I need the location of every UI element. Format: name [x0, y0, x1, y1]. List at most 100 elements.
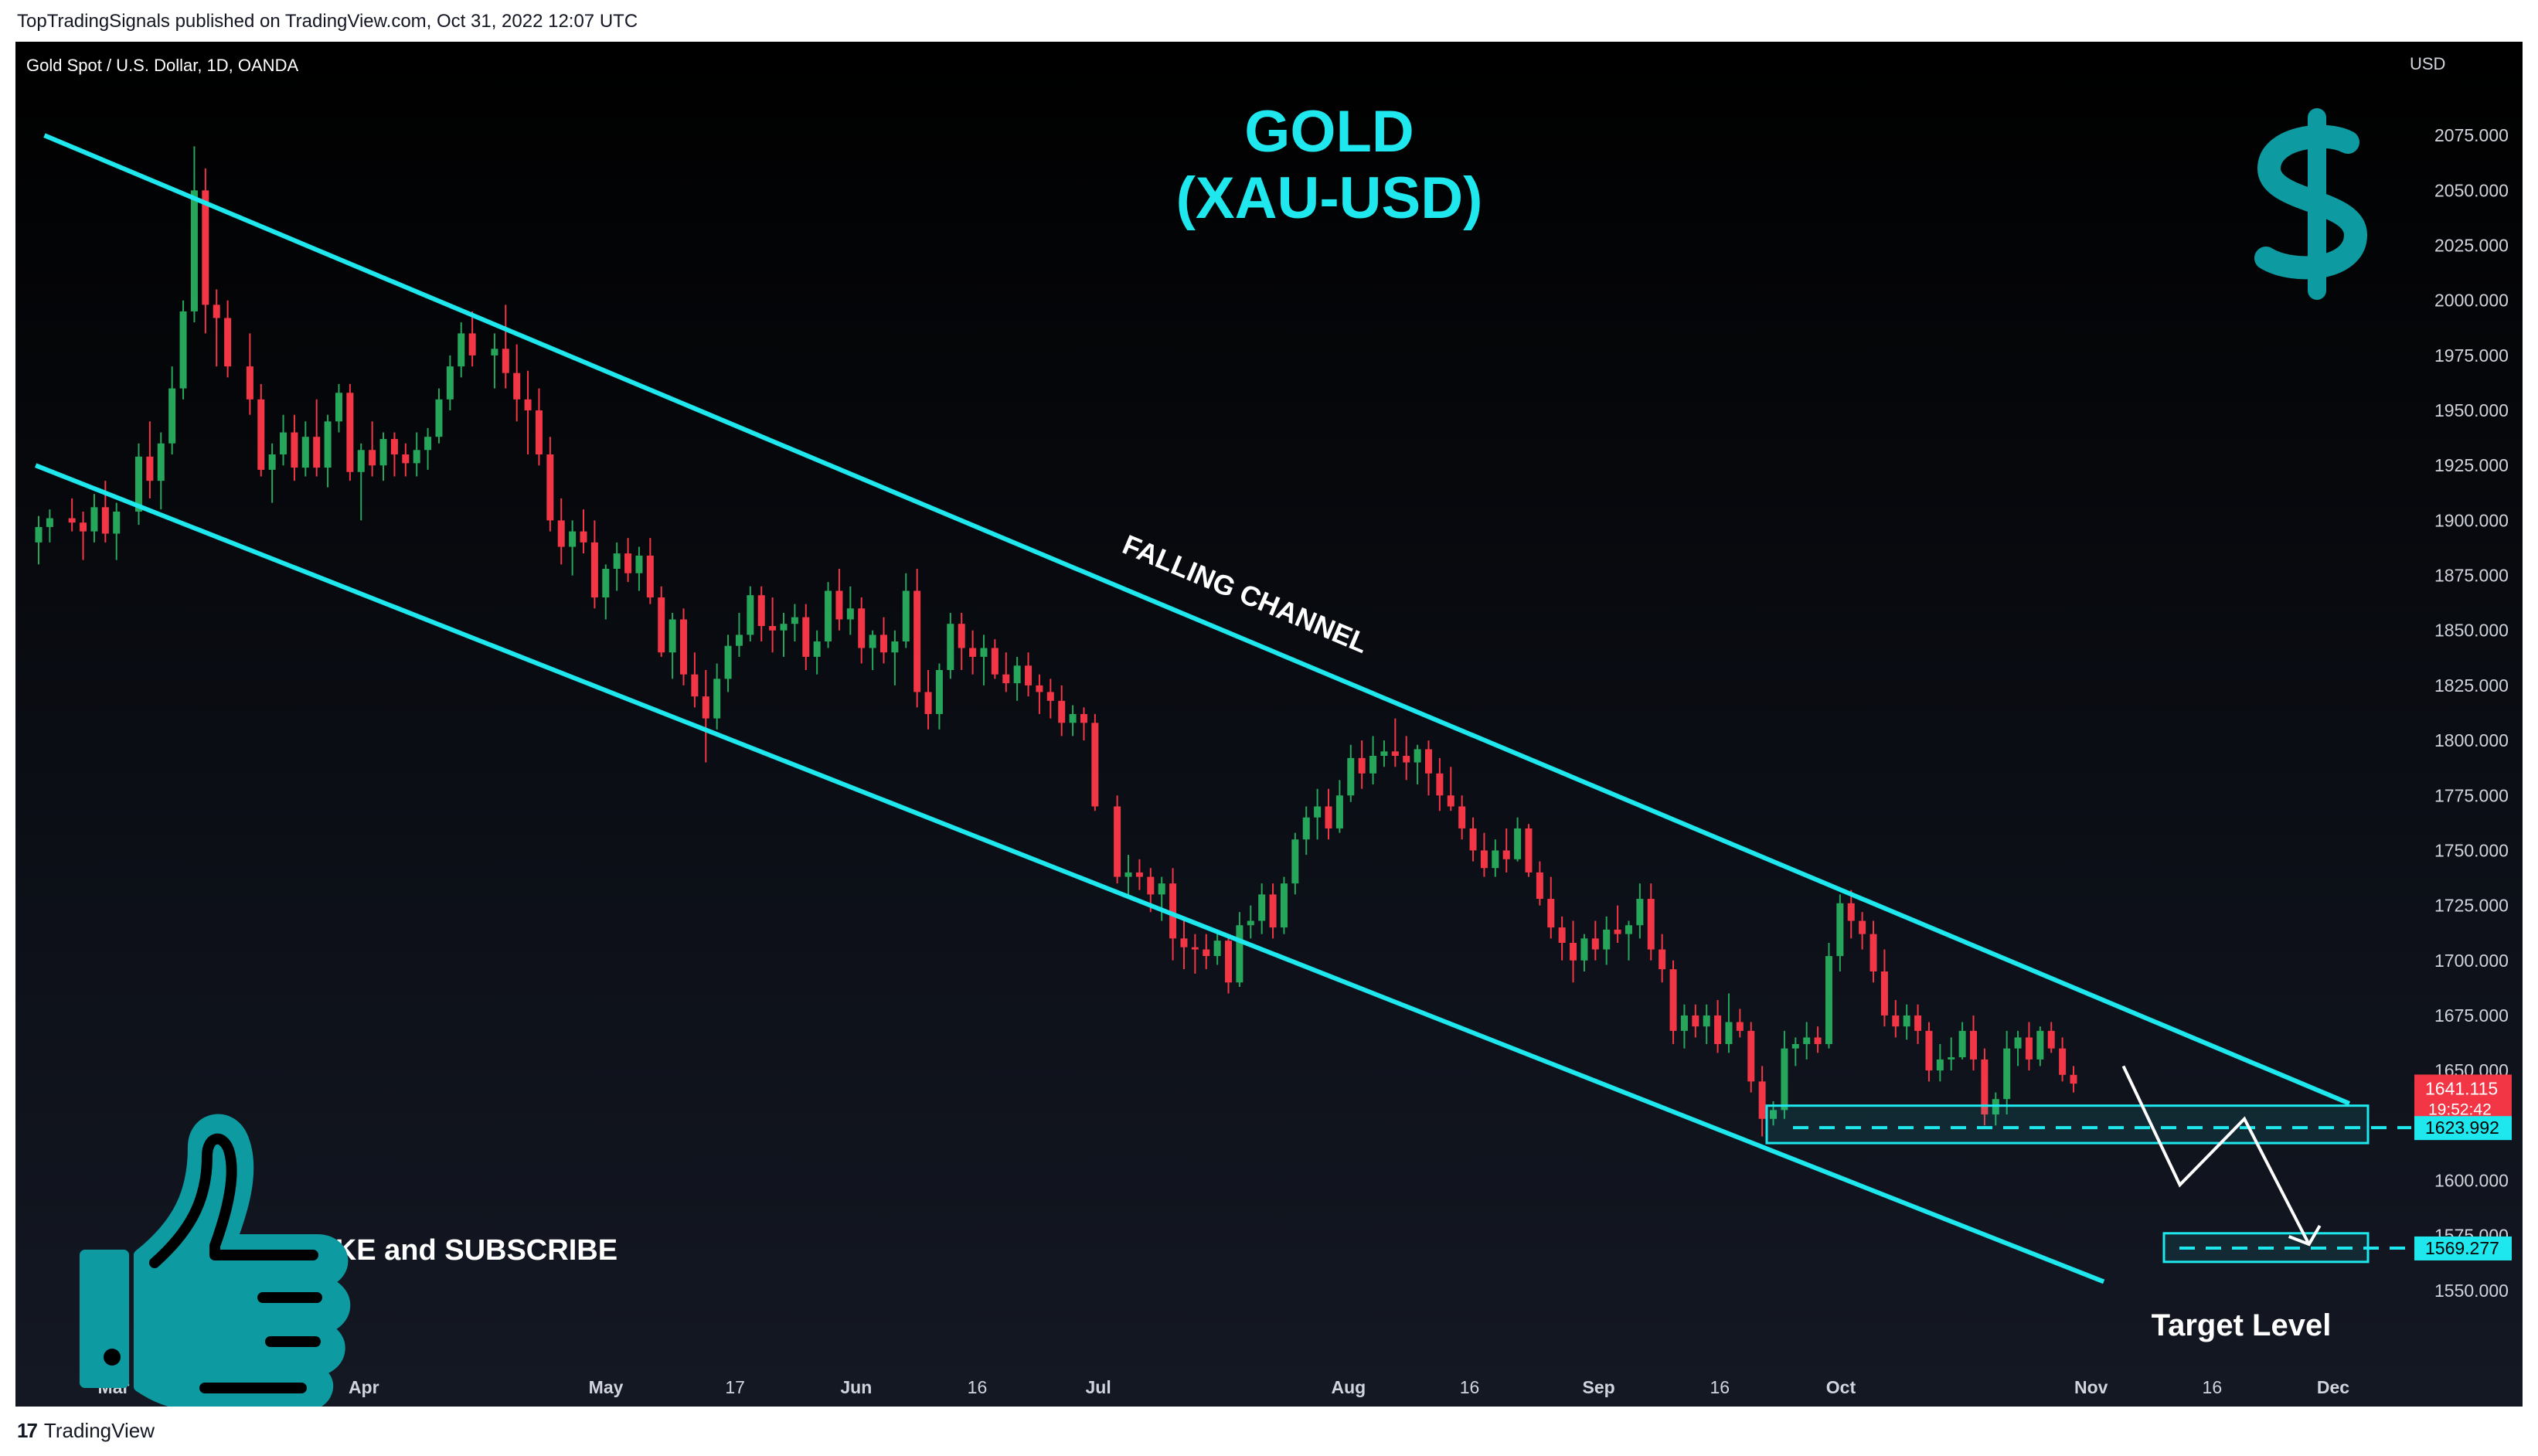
support-zone[interactable] — [1765, 1104, 2370, 1145]
channel-upper-line[interactable] — [43, 133, 2351, 1106]
candle — [2003, 1030, 2011, 1115]
candle — [757, 586, 765, 641]
candle — [157, 432, 165, 510]
candle — [1269, 883, 1277, 939]
candle — [134, 443, 142, 526]
candle — [1981, 1048, 1989, 1126]
candle — [1736, 1009, 1744, 1038]
candle — [780, 612, 788, 657]
candle — [1225, 934, 1233, 994]
candle — [879, 617, 887, 664]
candle — [46, 509, 53, 543]
candle — [1659, 934, 1666, 983]
y-tick-label: 1850.000 — [2434, 621, 2509, 641]
y-tick-label: 1750.000 — [2434, 840, 2509, 860]
x-tick-label: 16 — [2203, 1377, 2223, 1397]
x-tick-label: May — [589, 1377, 624, 1397]
candle — [646, 538, 654, 604]
candle — [202, 168, 209, 334]
candle — [146, 421, 154, 498]
overlays-layer: FALLING CHANNEL — [35, 133, 2411, 1284]
candle — [769, 597, 777, 653]
candle — [35, 515, 43, 565]
candles-layer — [35, 146, 2077, 1137]
candle — [1025, 652, 1033, 697]
candle — [1391, 718, 1399, 767]
candle — [291, 414, 298, 481]
candle — [1436, 757, 1444, 811]
x-tick-label: Jun — [840, 1377, 872, 1397]
projection-path — [2121, 1065, 2311, 1245]
thumbs-up-icon — [80, 1114, 351, 1407]
candle — [1058, 685, 1066, 737]
candle — [1002, 652, 1010, 692]
support-price-badge — [2414, 1116, 2512, 1141]
candle — [1680, 1004, 1688, 1049]
candle — [1158, 876, 1165, 921]
candle — [1781, 1030, 1788, 1119]
candle — [324, 414, 332, 488]
candle — [991, 639, 999, 679]
candle — [1135, 859, 1143, 890]
candle — [1247, 905, 1254, 939]
candle — [1970, 1015, 1978, 1071]
candle — [369, 421, 376, 477]
candle — [2047, 1022, 2055, 1053]
x-tick-label: Oct — [1826, 1377, 1856, 1397]
candle — [1925, 1022, 1933, 1082]
chart-canvas[interactable]: FALLING CHANNEL 2075.000 2050.000 2025.000… — [15, 42, 2523, 1407]
candle — [1291, 832, 1299, 895]
price-axis: 2075.000 2050.000 2025.000 2000.000 1975.000… — [2414, 125, 2512, 1301]
y-tick-label: 1800.000 — [2434, 730, 2509, 750]
candle — [379, 432, 387, 481]
candle — [1069, 705, 1077, 737]
x-tick-label: 17 — [725, 1377, 745, 1397]
candle — [902, 573, 910, 648]
candle — [1114, 795, 1121, 884]
support-price-badge-label: 1623.992 — [2425, 1118, 2499, 1138]
candle — [1369, 736, 1377, 785]
y-tick-label: 2025.000 — [2434, 236, 2509, 256]
candle — [435, 388, 443, 444]
currency-label: USD — [2410, 54, 2445, 73]
chart-area[interactable]: FALLING CHANNEL 2075.000 2050.000 2025.000… — [15, 42, 2523, 1407]
y-tick-label: 1550.000 — [2434, 1281, 2509, 1301]
candle — [1869, 920, 1877, 983]
candle — [835, 569, 843, 631]
candle — [1825, 943, 1832, 1049]
candle — [680, 608, 688, 685]
candle — [535, 388, 543, 466]
candle — [1080, 707, 1087, 741]
candle — [313, 399, 321, 477]
candle — [1859, 912, 1866, 950]
candle — [413, 432, 420, 477]
y-tick-label: 1875.000 — [2434, 566, 2509, 586]
candle — [1091, 713, 1099, 811]
candle — [1358, 740, 1366, 789]
candle — [924, 669, 932, 730]
candle — [658, 586, 665, 657]
candle — [935, 663, 943, 730]
candle — [2014, 1030, 2022, 1066]
candle — [602, 564, 610, 620]
candle — [1124, 855, 1132, 895]
candle — [1914, 1004, 1922, 1044]
candle — [1447, 767, 1454, 811]
candle — [980, 634, 988, 685]
symbol-label: Gold Spot / U.S. Dollar, 1D, OANDA — [26, 56, 298, 75]
y-tick-label: 2050.000 — [2434, 180, 2509, 200]
candle — [301, 421, 309, 477]
candle — [68, 498, 76, 532]
candle — [1725, 993, 1733, 1053]
chart-title: GOLD — [1244, 99, 1414, 165]
time-axis: Mar16AprMay17Jun16JulAug16Sep16OctNov16D… — [98, 1377, 2350, 1397]
x-tick-label: 16 — [1460, 1377, 1480, 1397]
candle — [635, 546, 643, 591]
x-tick-label: Aug — [1332, 1377, 1366, 1397]
candle — [1570, 920, 1577, 983]
channel-lower-line[interactable] — [35, 463, 2105, 1284]
candle — [702, 669, 709, 763]
chart-subtitle: (XAU-USD) — [1176, 165, 1483, 231]
candle — [891, 630, 899, 685]
candle — [1280, 876, 1288, 934]
